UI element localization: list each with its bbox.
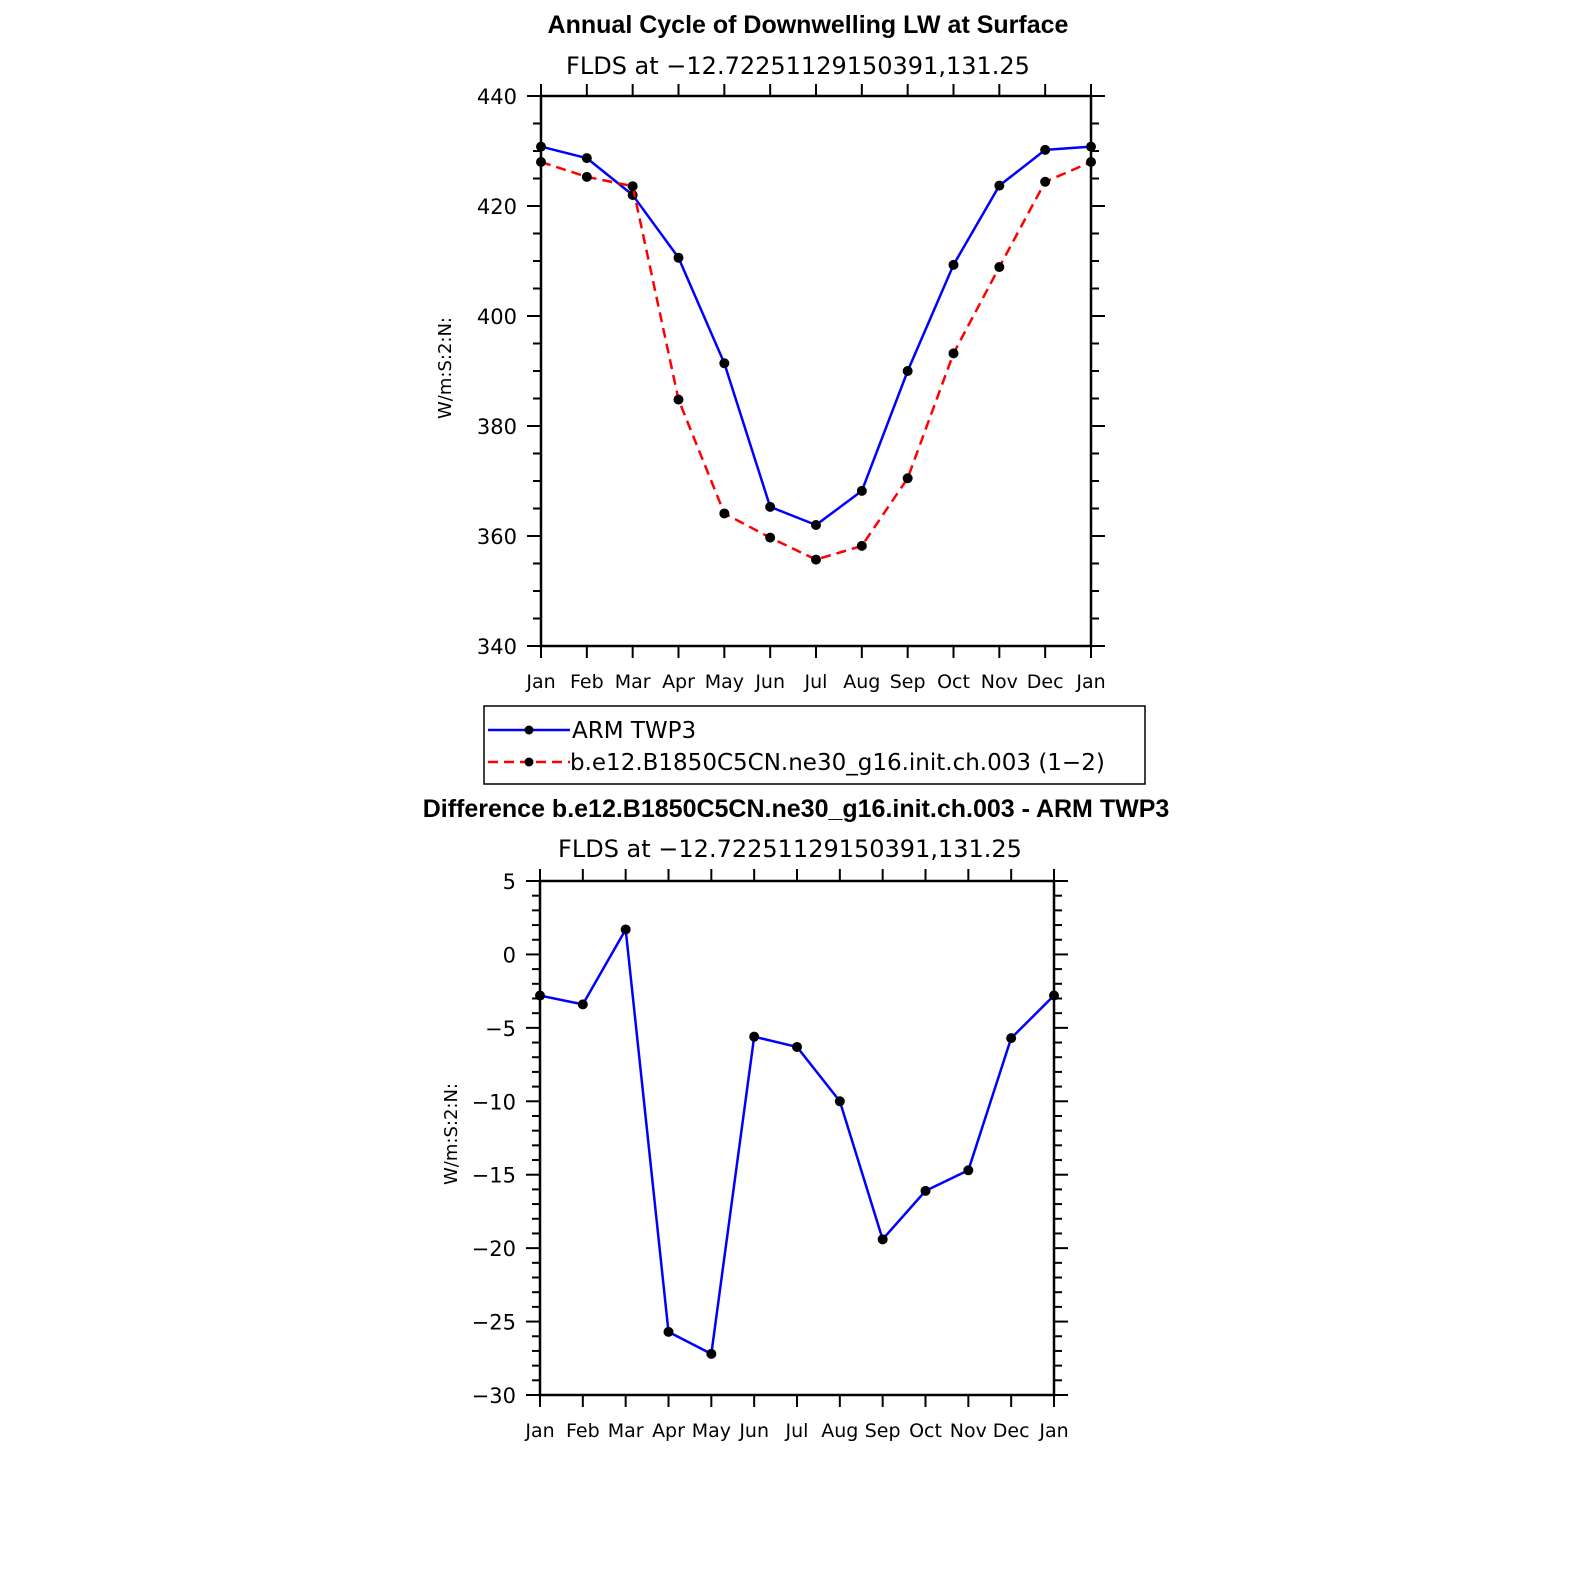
legend-box [483,705,1146,785]
chart1-ytick-label: 400 [477,305,517,329]
chart2-plot: −30 −25 −20 −15 −10 −5 0 5 Jan Feb Mar Apr May Jun Jul… [472,869,1069,1442]
chart1-xtick-label: Sep [890,671,926,693]
chart1-ytick-label: 440 [477,85,517,109]
chart1-series-0-point [856,485,867,496]
chart1-series-0-point [536,141,546,152]
chart1-xtick-label: Feb [570,671,604,693]
chart2-series-0-point [920,1185,931,1196]
chart1-series-1-point [765,532,776,543]
chart1-subtitle: FLDS at −12.72251129150391,131.25 [566,52,1030,80]
chart1-series-1-point [627,181,638,192]
chart2-ytick-label: −15 [472,1164,516,1188]
chart1-xtick-label: Jul [804,671,828,693]
chart2-series-0-point [663,1326,674,1337]
chart2-series-0-point [749,1031,760,1042]
chart1-legend: ARM TWP3 b.e12.B1850C5CN.ne30_g16.init.c… [483,705,1146,785]
chart2-xtick-label: Jan [1038,1420,1068,1442]
chart1-series-0-line [540,145,1092,527]
chart1-xtick-label: Oct [937,671,970,693]
chart2-xtick-label: Feb [566,1420,600,1442]
chart1-series-0-point [719,358,730,369]
chart1-xtick-label: May [705,671,744,693]
chart1-series-0-point [765,501,776,512]
chart2-xtick-label: Jun [738,1420,769,1442]
chart1-series-1-point [536,157,546,167]
chart2-ytick-label: −25 [472,1311,516,1335]
chart1-ytick-label: 380 [477,415,517,439]
chart1-xtick-label: Jun [754,671,785,693]
chart1-xtick-label: Apr [662,671,695,693]
chart1-series-1-point [902,473,913,484]
chart1-ylabel: W/m:S:2:N: [435,317,456,419]
chart2-series-0-point [535,990,545,1001]
chart2-series-0-point [577,999,588,1010]
chart1-ytick-label: 340 [477,635,517,659]
chart1-series-0-point [902,366,913,376]
chart1-ytick-label: 360 [477,525,517,549]
chart2-series-0-point [1049,990,1059,1001]
chart1-series-0-point [1086,141,1096,152]
chart1-plot: 340 360 380 400 420 440 Jan Feb Mar Apr May Jun Jul A… [477,84,1106,693]
legend-label-model: b.e12.B1850C5CN.ne30_g16.init.ch.003 (1−… [570,750,1105,776]
chart1-xtick-label: Dec [1027,671,1064,693]
chart1-series-1-point [719,508,730,519]
chart2-xtick-label: Mar [608,1420,644,1442]
chart1-series-1-point [1040,176,1051,187]
chart2-ytick-label: −10 [472,1090,516,1114]
chart2-title: Difference b.e12.B1850C5CN.ne30_g16.init… [423,795,1170,823]
chart2-ytick-label: −30 [472,1384,516,1408]
chart2-series-0-point [1006,1033,1017,1044]
chart2-series-0-point [620,924,631,935]
chart2-xtick-label: Jan [524,1420,554,1442]
chart1-series-1-point [1086,157,1096,167]
chart1-series-1-point [673,394,684,405]
chart1-xtick-label: Jan [525,671,555,693]
chart2-xtick-label: Sep [865,1420,901,1442]
chart2-xtick-label: Aug [821,1420,858,1442]
chart2-xtick-label: Nov [950,1420,987,1442]
chart2-ytick-label: 0 [503,943,516,967]
chart2-xtick-label: Apr [652,1420,685,1442]
chart1-series-0-point [948,259,959,270]
chart1-xtick-label: Jan [1075,671,1105,693]
chart2-ylabel: W/m:S:2:N: [441,1083,462,1185]
chart1-series-1-point [994,262,1005,273]
chart1-xtick-label: Mar [615,671,651,693]
chart1-series-1-point [948,348,959,359]
chart1-series-0-point [994,180,1005,191]
chart1-ytick-label: 420 [477,195,517,219]
chart2-series-0-point [706,1348,717,1359]
chart2-xtick-label: Jul [785,1420,809,1442]
chart2-xtick-label: May [692,1420,731,1442]
chart2-series-0-point [963,1165,974,1176]
chart2-ytick-label: −20 [472,1237,516,1261]
chart1-xtick-label: Nov [981,671,1018,693]
chart1-series-0-point [581,153,592,164]
chart2-subtitle: FLDS at −12.72251129150391,131.25 [558,835,1022,863]
chart1-series-1-point [811,554,821,565]
chart2-series-0-point [834,1096,845,1107]
chart2-xtick-label: Dec [993,1420,1030,1442]
legend-label-arm: ARM TWP3 [572,718,696,744]
chart2-ytick-label: −5 [485,1017,516,1041]
legend-marker-model [524,757,534,767]
chart1-xtick-label: Aug [843,671,880,693]
chart2-frame [538,879,1056,1397]
chart2-series-0-line [539,928,1055,1356]
chart2-series-0-point [877,1234,888,1245]
chart2-series-0-point [792,1041,802,1052]
chart1-series-1-point [581,171,592,182]
chart1-series-0-point [673,252,684,263]
chart1-series-1-line [540,160,1092,561]
chart1-title: Annual Cycle of Downwelling LW at Surfac… [548,11,1069,39]
chart1-series-1-point [856,540,867,551]
chart2-xtick-label: Oct [909,1420,942,1442]
chart1-series-0-point [811,520,821,530]
chart2-ytick-label: 5 [503,870,516,894]
chart1-series-0-point [1040,144,1051,155]
legend-marker-arm [524,725,534,735]
